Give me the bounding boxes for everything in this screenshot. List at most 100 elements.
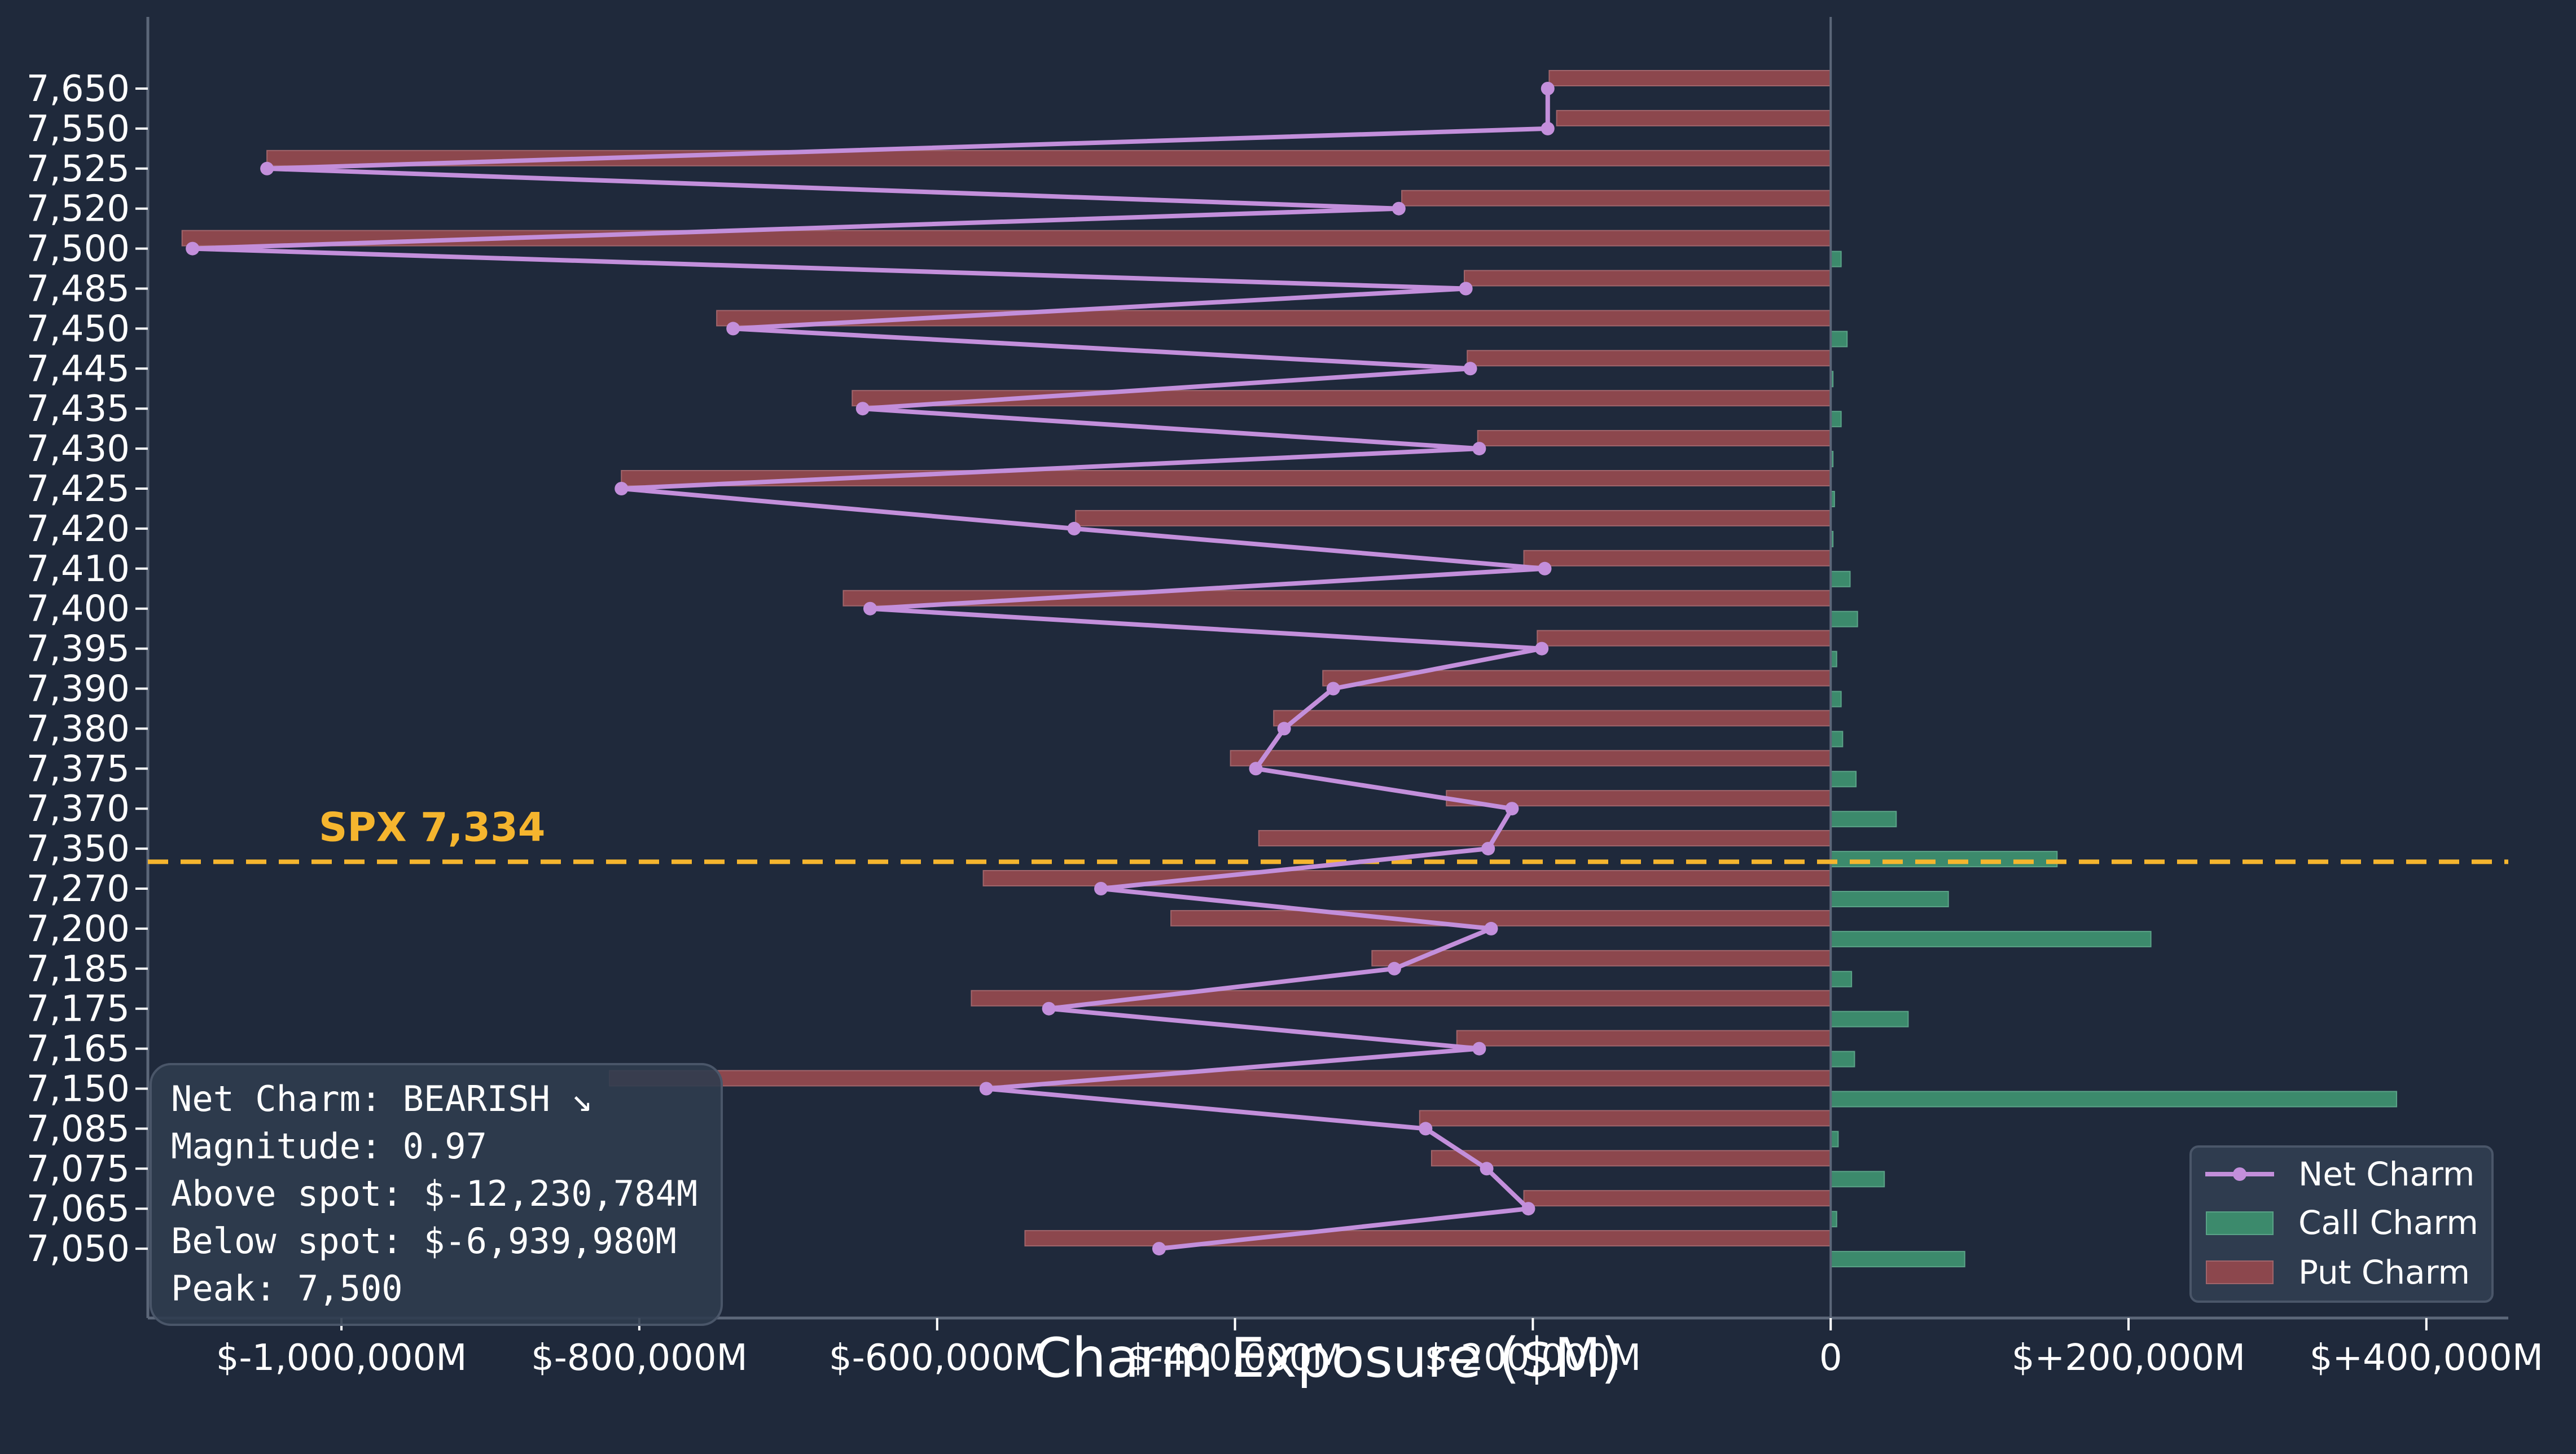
net-charm-point [1535,642,1549,656]
net-charm-point [1538,561,1552,576]
net-charm-point [1042,1001,1056,1016]
put-bar [1467,350,1832,367]
call-bar [1830,851,2058,868]
put-bar [1537,630,1832,647]
net-charm-point [1484,921,1498,935]
net-charm-point [979,1082,993,1096]
y-tick-label: 7,150 [27,1069,130,1110]
put-bar [1401,190,1832,207]
info-box: Net Charm: BEARISH ↘ Magnitude: 0.97 Abo… [150,1063,723,1326]
net-charm-point [1392,201,1406,216]
y-tick-label: 7,445 [27,348,130,390]
net-charm-point [855,402,870,416]
call-bar [1830,930,2152,947]
net-charm-point [1067,521,1081,535]
legend-net-charm-marker [2233,1167,2246,1181]
y-tick-label: 7,380 [27,708,130,750]
x-tick-label: $-200,000M [1425,1337,1642,1379]
call-bar [1830,610,1858,627]
y-tick-label: 7,430 [27,428,130,470]
call-bar [1830,1091,2398,1108]
x-tick-label: $+400,000M [2310,1337,2543,1379]
y-tick-label: 7,650 [27,68,130,110]
put-bar [1556,109,1832,126]
y-tick-label: 7,500 [27,229,130,270]
net-charm-point [1419,1122,1433,1136]
legend-put-charm-label: Put Charm [2298,1253,2470,1292]
net-charm-point [863,601,877,616]
net-charm-point [1249,762,1263,776]
put-bar [1258,830,1832,847]
net-charm-point [1521,1202,1535,1216]
put-bar [1024,1230,1832,1247]
y-tick-label: 7,085 [27,1108,130,1150]
net-charm-point [1387,961,1401,976]
call-bar [1830,811,1897,828]
call-bar [1830,251,1842,267]
call-bar [1830,691,1842,708]
put-bar [1523,1190,1832,1207]
y-tick-label: 7,270 [27,868,130,910]
x-tick-label: $+200,000M [2012,1337,2245,1379]
put-bar [1477,430,1832,447]
legend-call-charm-symbol [2206,1211,2274,1235]
y-tick-label: 7,050 [27,1228,130,1270]
call-bar [1830,331,1848,348]
y-tick-label: 7,525 [27,148,130,190]
put-bar [609,1070,1832,1087]
y-tick-label: 7,395 [27,629,130,670]
y-tick-label: 7,175 [27,989,130,1030]
x-tick-label: $-600,000M [829,1337,1046,1379]
x-axis-title: Charm Exposure ($M) [1034,1326,1622,1390]
y-tick-label: 7,425 [27,468,130,510]
y-tick-label: 7,435 [27,388,130,430]
x-tick-label: $-1,000,000M [216,1337,467,1379]
put-bar [1075,509,1832,526]
net-charm-point [1541,82,1555,95]
y-tick-label: 7,165 [27,1029,130,1070]
put-bar [1371,950,1832,967]
put-bar [1273,710,1832,727]
tick-labels-layer: 7,6507,5507,5257,5207,5007,4857,4507,445… [27,68,2543,1379]
net-charm-point [1326,682,1340,696]
net-charm-point [260,161,274,175]
call-bar [1830,1051,1855,1068]
y-tick-label: 7,550 [27,108,130,150]
info-net-charm: Net Charm: BEARISH ↘ [171,1078,593,1119]
net-charm-point [1152,1242,1166,1256]
info-box-background [150,1063,723,1326]
put-bar [181,230,1832,247]
y-tick-label: 7,075 [27,1148,130,1190]
y-tick-label: 7,375 [27,748,130,790]
net-charm-point [1472,442,1486,456]
call-bar [1830,731,1844,748]
put-bar [1446,790,1832,807]
legend: Net Charm Call Charm Put Charm [2189,1145,2494,1303]
call-bar [1830,1011,1909,1027]
info-peak: Peak: 7,500 [171,1268,403,1309]
y-tick-label: 7,450 [27,308,130,350]
y-tick-label: 7,400 [27,588,130,630]
call-bar [1830,570,1851,587]
info-magnitude: Magnitude: 0.97 [171,1126,487,1167]
net-charm-line-layer [186,82,1555,1256]
y-tick-label: 7,185 [27,948,130,990]
info-above-spot: Above spot: $-12,230,784M [171,1173,697,1214]
legend-put-charm-symbol [2206,1260,2274,1284]
net-charm-line [190,89,1550,1251]
x-tick-label: $-400,000M [1127,1337,1344,1379]
x-tick-label: 0 [1819,1337,1842,1379]
call-bar [1830,970,1853,987]
call-bar [1830,411,1842,428]
put-bar [842,590,1832,607]
info-below-spot: Below spot: $-6,939,980M [171,1220,677,1262]
put-bar [1523,550,1832,566]
put-bar [1430,1150,1832,1167]
y-tick-label: 7,200 [27,908,130,950]
net-charm-point [1463,362,1477,376]
y-tick-label: 7,370 [27,788,130,830]
put-bar [1322,670,1832,687]
call-bar [1830,891,1949,907]
y-tick-label: 7,520 [27,188,130,230]
